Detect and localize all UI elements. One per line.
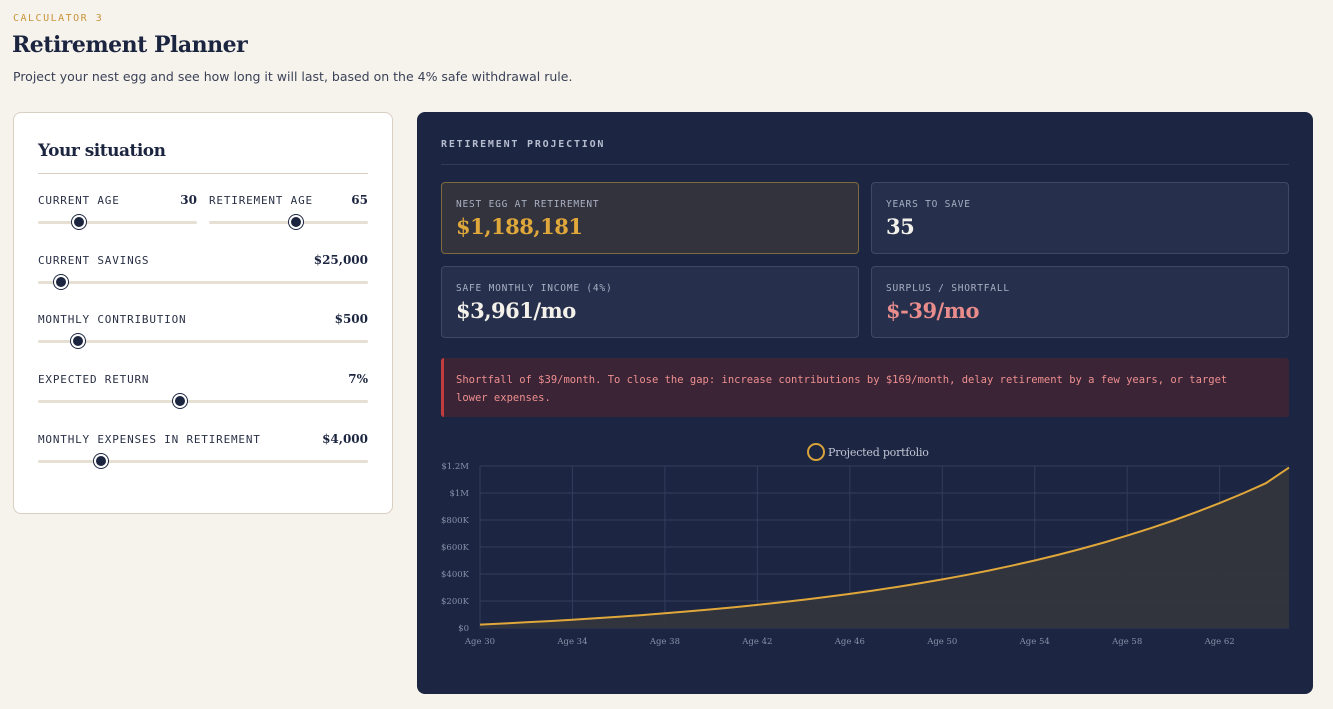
- page-subtitle: Project your nest egg and see how long i…: [13, 69, 573, 84]
- portfolio-line: [479, 466, 1290, 626]
- current-age-slider[interactable]: [38, 221, 197, 224]
- x-tick-label: Age 58: [1111, 637, 1142, 647]
- nest-egg-value: $1,188,181: [456, 214, 583, 239]
- retirement-age-label: RETIREMENT AGE: [209, 194, 313, 207]
- expected-return-slider-thumb[interactable]: [172, 394, 187, 408]
- x-tick-label: Age 62: [1204, 637, 1235, 647]
- y-tick-label: $600K: [441, 543, 470, 553]
- current-age-value: 30: [180, 193, 197, 207]
- nest-egg-stat: NEST EGG AT RETIREMENT $1,188,181: [441, 182, 859, 254]
- x-tick-label: Age 46: [834, 637, 865, 647]
- monthly-contribution-label: MONTHLY CONTRIBUTION: [38, 313, 187, 326]
- surplus-shortfall-label: SURPLUS / SHORTFALL: [886, 283, 1010, 294]
- y-tick-label: $1.2M: [441, 462, 469, 472]
- retirement-age-slider-thumb[interactable]: [289, 215, 304, 229]
- portfolio-chart: $0 $200K $400K $600K $800K $1M $1.2M Age 30 Age…: [441, 462, 1290, 647]
- y-tick-label: $400K: [441, 570, 470, 580]
- safe-income-label: SAFE MONTHLY INCOME (4%): [456, 283, 613, 294]
- years-to-save-label: YEARS TO SAVE: [886, 199, 971, 210]
- current-savings-label: CURRENT SAVINGS: [38, 254, 150, 267]
- current-age-slider-thumb[interactable]: [72, 215, 87, 229]
- x-tick-label: Age 54: [1019, 637, 1050, 647]
- retirement-age-value: 65: [351, 193, 368, 207]
- years-to-save-value: 35: [886, 214, 915, 239]
- y-tick-label: $1M: [449, 489, 469, 499]
- y-tick-label: $200K: [441, 597, 470, 607]
- x-tick-label: Age 42: [741, 637, 772, 647]
- current-savings-value: $25,000: [313, 253, 368, 267]
- x-tick-label: Age 38: [649, 637, 680, 647]
- current-age-label: CURRENT AGE: [38, 194, 120, 207]
- monthly-contribution-slider-thumb[interactable]: [70, 334, 85, 348]
- legend-swatch-icon: [807, 443, 825, 461]
- divider: [441, 164, 1289, 165]
- shortfall-alert: Shortfall of $39/month. To close the gap…: [441, 358, 1289, 417]
- expected-return-label: EXPECTED RETURN: [38, 373, 150, 386]
- monthly-expenses-value: $4,000: [322, 432, 368, 446]
- x-tick-label: Age 30: [464, 637, 495, 647]
- chart-legend[interactable]: Projected portfolio: [807, 443, 929, 461]
- x-tick-label: Age 34: [556, 637, 587, 647]
- nest-egg-label: NEST EGG AT RETIREMENT: [456, 199, 600, 210]
- expected-return-slider[interactable]: [38, 400, 368, 403]
- monthly-expenses-slider[interactable]: [38, 460, 368, 463]
- surplus-shortfall-value: $-39/mo: [886, 298, 979, 323]
- years-to-save-stat: YEARS TO SAVE 35: [871, 182, 1289, 254]
- calculator-eyebrow: CALCULATOR 3: [13, 13, 104, 24]
- shortfall-alert-text: Shortfall of $39/month. To close the gap…: [456, 374, 1228, 404]
- monthly-expenses-label: MONTHLY EXPENSES IN RETIREMENT: [38, 433, 261, 446]
- legend-label: Projected portfolio: [828, 445, 929, 459]
- projection-title: RETIREMENT PROJECTION: [441, 139, 606, 150]
- inputs-card: Your situation CURRENT AGE 30 RETIREMENT…: [13, 112, 393, 514]
- divider: [38, 173, 368, 174]
- y-tick-label: $800K: [441, 516, 470, 526]
- inputs-card-title: Your situation: [38, 141, 166, 161]
- safe-income-stat: SAFE MONTHLY INCOME (4%) $3,961/mo: [441, 266, 859, 338]
- projection-panel: RETIREMENT PROJECTION NEST EGG AT RETIRE…: [417, 112, 1313, 694]
- monthly-contribution-slider[interactable]: [38, 340, 368, 343]
- current-savings-slider[interactable]: [38, 281, 368, 284]
- page-title: Retirement Planner: [12, 32, 248, 58]
- monthly-contribution-value: $500: [334, 312, 368, 326]
- surplus-shortfall-stat: SURPLUS / SHORTFALL $-39/mo: [871, 266, 1289, 338]
- safe-income-value: $3,961/mo: [456, 298, 576, 323]
- portfolio-area: [480, 467, 1289, 628]
- x-tick-label: Age 50: [926, 637, 957, 647]
- monthly-expenses-slider-thumb[interactable]: [93, 454, 108, 468]
- retirement-age-slider[interactable]: [209, 221, 368, 224]
- y-tick-label: $0: [458, 624, 469, 634]
- current-savings-slider-thumb[interactable]: [54, 275, 69, 289]
- expected-return-value: 7%: [348, 372, 368, 386]
